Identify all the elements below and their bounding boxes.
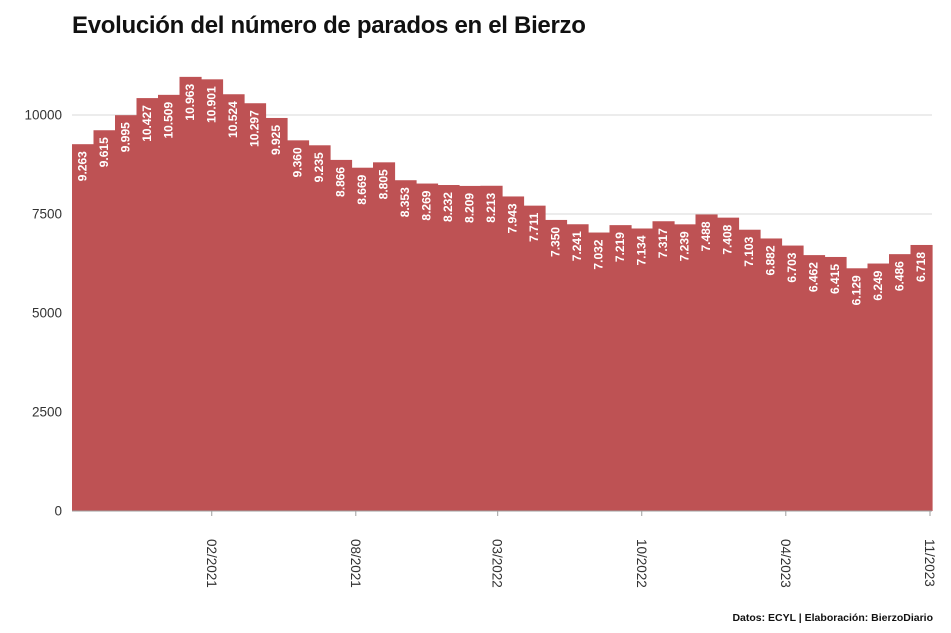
bar-value-label: 9.360 [291, 147, 305, 177]
bar [781, 245, 804, 511]
bar-value-label: 7.134 [635, 235, 649, 265]
bar-value-label: 7.241 [570, 231, 584, 261]
bar [93, 130, 116, 511]
bar [609, 225, 632, 511]
bar [889, 254, 912, 511]
x-axis: 02/2021 08/2021 03/2022 10/2022 04/2023 11/20… [72, 510, 937, 588]
bar-value-label: 6.129 [850, 275, 864, 305]
bar-value-label: 7.488 [699, 221, 713, 251]
bar [824, 256, 847, 511]
bar-value-label: 6.462 [807, 262, 821, 292]
bar [803, 255, 826, 511]
bar [287, 140, 310, 511]
bar-value-label: 6.486 [893, 261, 907, 291]
bar-value-label: 8.353 [398, 187, 412, 217]
bar-value-label: 7.317 [656, 228, 670, 258]
bar-value-label: 6.882 [764, 245, 778, 275]
bar [910, 244, 933, 511]
bar [738, 229, 761, 512]
bar [265, 117, 288, 511]
bar-value-label: 9.615 [97, 137, 111, 167]
bar-value-label: 10.297 [248, 110, 262, 147]
bar-value-label: 7.032 [592, 239, 606, 269]
bar-value-label: 8.805 [377, 169, 391, 199]
bar-value-label: 7.711 [527, 212, 541, 242]
bar-value-label: 6.415 [828, 264, 842, 294]
bar-value-label: 9.995 [119, 122, 133, 152]
x-tick-label: 04/2023 [778, 539, 793, 588]
value-labels: 9.263 9.615 9.995 10.427 10.509 10.963 10.901 1… [76, 84, 929, 306]
bar-value-label: 8.232 [441, 192, 455, 222]
bar [674, 224, 697, 511]
bar [158, 94, 181, 511]
bar [502, 196, 525, 511]
x-tick-label: 02/2021 [204, 539, 219, 588]
bar-value-label: 9.925 [269, 125, 283, 155]
bar-value-label: 7.350 [549, 227, 563, 257]
bar [244, 103, 267, 511]
bar [867, 263, 890, 511]
bar-value-label: 7.239 [678, 231, 692, 261]
bar [846, 268, 869, 511]
source-credit: Datos: ECYL | Elaboración: BierzoDiario [732, 612, 933, 624]
bar-value-label: 8.213 [484, 192, 498, 222]
bar [351, 167, 374, 512]
bar-value-label: 10.963 [183, 84, 197, 121]
bar [631, 228, 654, 512]
x-tick-label: 11/2023 [922, 539, 937, 587]
bar [588, 232, 611, 511]
bar-value-label: 6.703 [785, 252, 799, 282]
bar-value-label: 10.509 [162, 102, 176, 139]
bars [72, 76, 933, 512]
bar [566, 224, 589, 511]
bar-value-label: 7.103 [742, 236, 756, 266]
bar-value-label: 7.219 [613, 232, 627, 262]
bar-value-label: 8.866 [334, 167, 348, 197]
y-tick-label: 10000 [24, 108, 62, 123]
bar [115, 115, 138, 511]
bar [72, 144, 95, 512]
x-tick-label: 03/2022 [490, 539, 505, 588]
bar [652, 221, 675, 511]
bar-value-label: 9.263 [76, 151, 90, 181]
bar [459, 185, 482, 512]
y-tick-label: 2500 [32, 405, 62, 420]
x-tick-label: 10/2022 [634, 539, 649, 588]
bar [394, 180, 417, 512]
bar [222, 94, 245, 511]
bar [717, 217, 740, 512]
bar [695, 214, 718, 511]
bar [201, 79, 224, 511]
bar [136, 98, 159, 512]
bar-value-label: 8.269 [420, 190, 434, 220]
bar [523, 205, 546, 511]
bar [330, 159, 353, 511]
bar [437, 185, 460, 511]
bar-value-label: 6.718 [914, 252, 928, 282]
chart-title: Evolución del número de parados en el Bi… [72, 12, 586, 39]
bar-value-label: 10.524 [226, 101, 240, 138]
y-axis: 0 2500 5000 7500 10000 [24, 108, 62, 519]
bar-value-label: 8.669 [355, 174, 369, 204]
bar [480, 185, 503, 511]
y-tick-label: 7500 [32, 207, 62, 222]
bar-value-label: 7.408 [721, 224, 735, 254]
x-tick-label: 08/2021 [348, 539, 363, 588]
bar-value-label: 9.235 [312, 152, 326, 182]
bar-value-label: 7.943 [506, 203, 520, 233]
bar-value-label: 6.249 [871, 270, 885, 300]
bar [760, 238, 783, 512]
y-tick-label: 0 [54, 504, 62, 519]
bar [416, 183, 439, 511]
bar-value-label: 8.209 [463, 193, 477, 223]
bar [545, 219, 568, 511]
bar [373, 162, 396, 511]
y-tick-label: 5000 [32, 306, 62, 321]
bar-value-label: 10.427 [140, 105, 154, 142]
bar [308, 145, 331, 511]
bar [179, 76, 202, 511]
bar-value-label: 10.901 [205, 86, 219, 123]
